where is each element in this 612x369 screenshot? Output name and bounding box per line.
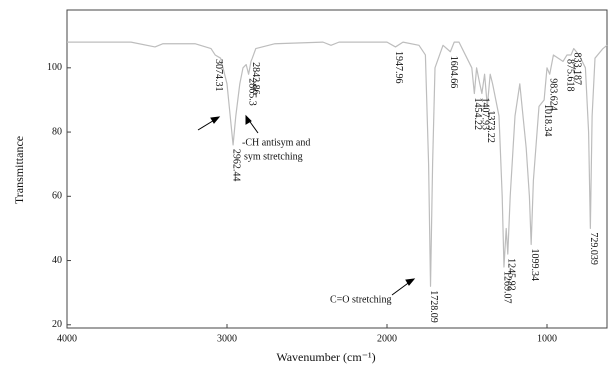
x-tick-label: 1000 (537, 333, 557, 344)
annotation-text: C=O stretching (330, 294, 391, 305)
peak-label: 833.187 (571, 53, 582, 86)
annotation-text: sym stretching (244, 151, 303, 162)
peak-label: 1373.22 (485, 110, 496, 143)
peak-label: 1099.34 (529, 248, 540, 281)
peak-label: 875.618 (565, 59, 576, 92)
x-tick-label: 4000 (57, 333, 77, 344)
peak-label: 1947.96 (393, 51, 404, 84)
peak-label: 1454.22 (472, 98, 483, 131)
arrowhead (210, 116, 221, 124)
x-axis-label: Wavenumber (cm⁻¹) (276, 350, 375, 364)
peak-label: 2865.3 (246, 78, 257, 106)
peak-label: 3074.31 (213, 59, 224, 92)
y-tick-label: 80 (52, 126, 62, 137)
y-tick-label: 40 (52, 255, 62, 266)
spectrum-line (67, 41, 608, 287)
annotation-text: -CH antisym and (242, 137, 310, 148)
x-tick-label: 3000 (217, 333, 237, 344)
peak-label: 1604.66 (448, 56, 459, 89)
y-tick-label: 20 (52, 319, 62, 330)
peak-label: 2962.44 (231, 149, 242, 182)
peak-label: 1407.93 (479, 98, 490, 131)
plot-frame (66, 9, 608, 329)
peak-label: 1269.07 (502, 271, 513, 304)
annotation-arrows (197, 114, 416, 296)
arrowhead (245, 114, 252, 125)
arrowhead (405, 278, 416, 286)
peak-label: 1728.09 (428, 290, 439, 323)
peak-label: 1018.34 (542, 104, 553, 137)
peak-label: 1245.92 (505, 258, 516, 291)
y-axis-label: Transmittance (12, 136, 26, 204)
y-tick-label: 60 (52, 191, 62, 202)
x-tick-label: 2000 (377, 333, 397, 344)
peak-label: 2842.86 (250, 62, 261, 95)
peak-label: 729.039 (588, 232, 599, 265)
y-tick-label: 100 (47, 62, 62, 73)
peak-label: 983.624 (547, 78, 558, 111)
